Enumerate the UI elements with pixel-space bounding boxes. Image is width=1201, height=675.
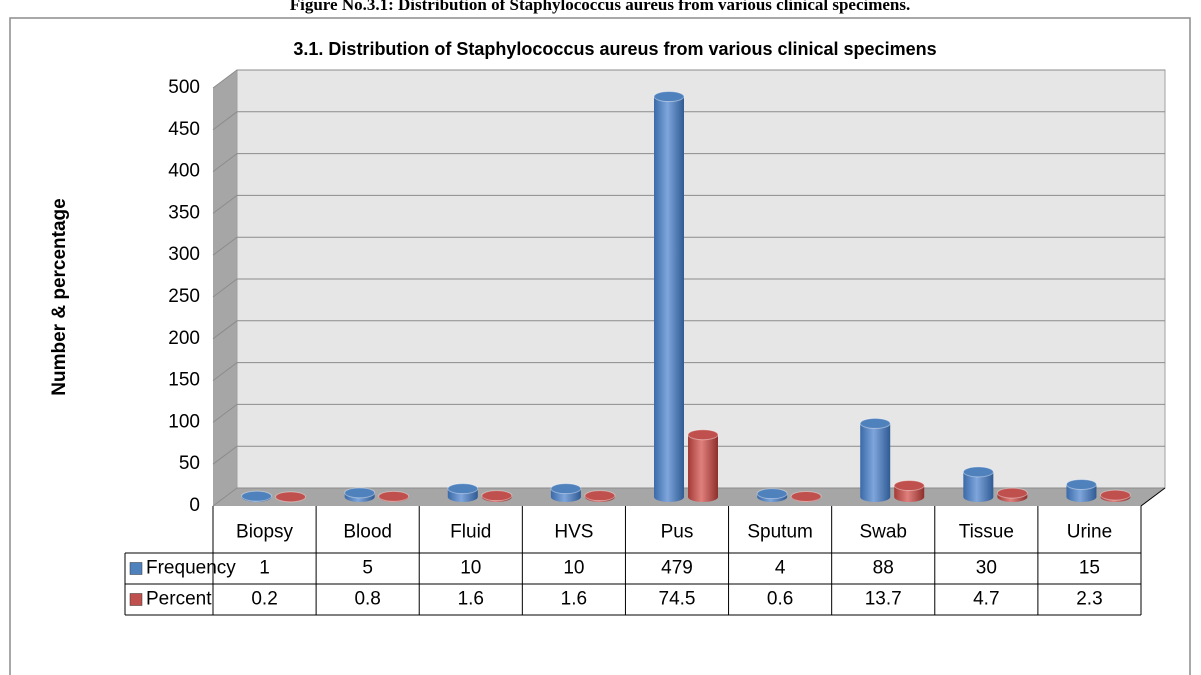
bar-top	[962, 466, 994, 478]
bar	[1099, 489, 1131, 502]
bar-top	[1099, 489, 1131, 501]
bar	[1065, 478, 1097, 502]
y-tick-label: 50	[179, 453, 200, 474]
bar-body	[688, 434, 718, 502]
bar	[756, 488, 788, 502]
bar	[241, 490, 273, 502]
table-cell: 15	[1079, 558, 1100, 579]
bar-top	[790, 490, 822, 502]
table-cell: 4.7	[973, 589, 999, 610]
bar	[687, 429, 719, 502]
y-tick-label: 300	[168, 244, 200, 265]
bar	[962, 466, 994, 502]
table-cell: 4	[775, 558, 786, 579]
bar-body	[654, 96, 684, 502]
x-tick-label: Fluid	[450, 522, 491, 543]
bar	[584, 490, 616, 502]
table-cell: 479	[661, 558, 693, 579]
legend-label: Frequency	[146, 558, 236, 579]
bar-top	[584, 490, 616, 502]
bar-top	[550, 483, 582, 495]
grid-line	[212, 362, 1165, 382]
table-cell: 30	[976, 558, 997, 579]
y-tick-label: 500	[168, 77, 200, 98]
x-tick-label: Biopsy	[236, 522, 294, 543]
table-cell: 0.2	[251, 589, 277, 610]
x-tick-label: Blood	[343, 522, 392, 543]
table-line	[1140, 487, 1166, 507]
table-cell: 88	[873, 558, 894, 579]
bar	[996, 487, 1028, 503]
table-cell: 5	[362, 558, 373, 579]
x-tick-label: Pus	[661, 522, 694, 543]
x-tick-label: Swab	[859, 522, 907, 543]
bar	[653, 91, 685, 502]
y-tick-label: 200	[168, 328, 200, 349]
y-tick-label: 100	[168, 411, 200, 432]
bar	[344, 487, 376, 502]
bar-top	[481, 490, 513, 502]
bar-top	[1065, 478, 1097, 490]
bar-top	[378, 490, 410, 502]
bar-body	[1066, 484, 1097, 502]
y-tick-label: 450	[168, 119, 200, 140]
bar-top	[687, 429, 719, 441]
bar-top	[756, 488, 788, 500]
grid-line	[212, 278, 1165, 298]
bar	[893, 480, 925, 502]
table-cell: 74.5	[659, 589, 696, 610]
grid-line	[212, 194, 1165, 214]
y-tick-label: 400	[168, 161, 200, 182]
x-tick-label: Urine	[1067, 522, 1112, 543]
bar	[378, 490, 410, 502]
bar-body	[860, 423, 891, 502]
x-tick-label: HVS	[554, 522, 593, 543]
grid-line	[212, 445, 1165, 465]
legend-label: Percent	[146, 589, 212, 610]
y-tick-label: 350	[168, 202, 200, 223]
bar-top	[859, 417, 891, 429]
grid-line	[212, 236, 1165, 256]
legend-key	[129, 593, 143, 606]
table-cell: 10	[563, 558, 584, 579]
bar	[550, 483, 582, 502]
bar	[275, 491, 307, 503]
table-cell: 13.7	[865, 589, 902, 610]
grid-line	[212, 487, 1165, 507]
y-tick-label: 250	[168, 286, 200, 307]
grid-line	[212, 320, 1165, 340]
bar	[859, 417, 891, 502]
y-tick-label: 0	[189, 495, 200, 516]
grid-line	[212, 153, 1165, 173]
table-cell: 1.6	[561, 589, 587, 610]
table-cell: 0.8	[354, 589, 380, 610]
y-tick-label: 150	[168, 370, 200, 391]
table-cell: 1.6	[458, 589, 484, 610]
grid-line	[212, 69, 1165, 89]
bar-top	[653, 91, 685, 103]
table-cell: 0.6	[767, 589, 793, 610]
bar	[790, 490, 822, 502]
bar	[447, 483, 479, 502]
grid-line	[212, 403, 1165, 423]
bar-top	[344, 487, 376, 499]
bar	[481, 490, 513, 502]
y-axis-label: Number & percentage	[49, 198, 70, 395]
chart-title: 3.1. Distribution of Staphylococcus aure…	[293, 39, 936, 59]
x-tick-label: Tissue	[959, 522, 1014, 543]
bar-top	[241, 490, 273, 502]
x-tick-label: Sputum	[747, 522, 812, 543]
table-cell: 10	[460, 558, 481, 579]
bar-top	[996, 487, 1028, 499]
table-cell: 1	[259, 558, 270, 579]
figure-caption: Figure No.3.1: Distribution of Staphyloc…	[290, 0, 911, 14]
legend-key	[129, 562, 143, 575]
table-cell: 2.3	[1076, 589, 1102, 610]
grid-line	[212, 111, 1165, 131]
bar-top	[447, 483, 479, 495]
bar-top	[893, 480, 925, 492]
bar-top	[275, 491, 307, 503]
bar-body	[963, 471, 994, 502]
